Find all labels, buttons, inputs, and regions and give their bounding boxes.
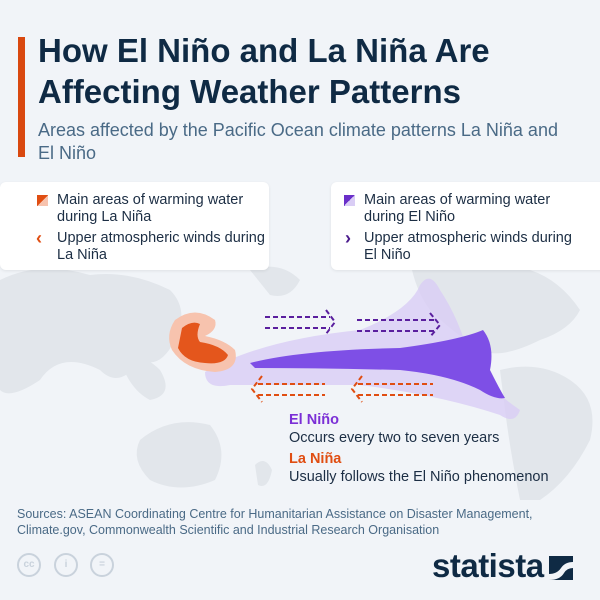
warming-water-swatch-icon bbox=[37, 195, 48, 206]
logo-text: statista bbox=[432, 547, 544, 584]
chevron-right-icon: › bbox=[345, 228, 351, 248]
la-nina-note-text: Usually follows the El Niño phenomenon bbox=[289, 469, 549, 485]
legend-la-nina: Main areas of warming water during La Ni… bbox=[0, 182, 269, 270]
el-nino-note-text: Occurs every two to seven years bbox=[289, 430, 500, 446]
world-map bbox=[0, 256, 593, 500]
statista-logo[interactable]: statista bbox=[432, 548, 573, 584]
no-derivatives-icon[interactable]: = bbox=[90, 553, 114, 577]
el-nino-wind-arrow bbox=[357, 312, 442, 338]
el-nino-wind-arrow bbox=[265, 309, 337, 335]
attribution-icon[interactable]: i bbox=[54, 553, 78, 577]
el-nino-note-title: El Niño bbox=[289, 412, 339, 428]
creative-commons-icon[interactable]: cc bbox=[17, 553, 41, 577]
sources-text: Sources: ASEAN Coordinating Centre for H… bbox=[17, 507, 533, 537]
la-nina-warming-area bbox=[169, 312, 236, 372]
el-nino-wind-arrows bbox=[250, 309, 442, 403]
legend-label: Main areas of warming water during La Ni… bbox=[57, 192, 244, 225]
page-subtitle: Areas affected by the Pacific Ocean clim… bbox=[38, 120, 558, 163]
legend-label: Upper atmospheric winds during El Niño bbox=[364, 230, 572, 263]
la-nina-wind-arrow bbox=[350, 375, 433, 403]
legend-label: Upper atmospheric winds during La Niña bbox=[57, 230, 265, 263]
la-nina-note-title: La Niña bbox=[289, 451, 342, 467]
legend-label: Main areas of warming water during El Ni… bbox=[364, 192, 551, 225]
la-nina-wind-arrow bbox=[250, 375, 325, 403]
legend-el-nino: Main areas of warming water during El Ni… bbox=[331, 182, 600, 270]
page-title: How El Niño and La Niña Are Affecting We… bbox=[38, 32, 490, 110]
statista-logo-icon bbox=[548, 556, 573, 580]
chevron-left-icon: ‹ bbox=[36, 228, 42, 248]
continents bbox=[0, 256, 593, 500]
accent-bar bbox=[18, 37, 25, 157]
warming-water-swatch-icon bbox=[344, 195, 355, 206]
